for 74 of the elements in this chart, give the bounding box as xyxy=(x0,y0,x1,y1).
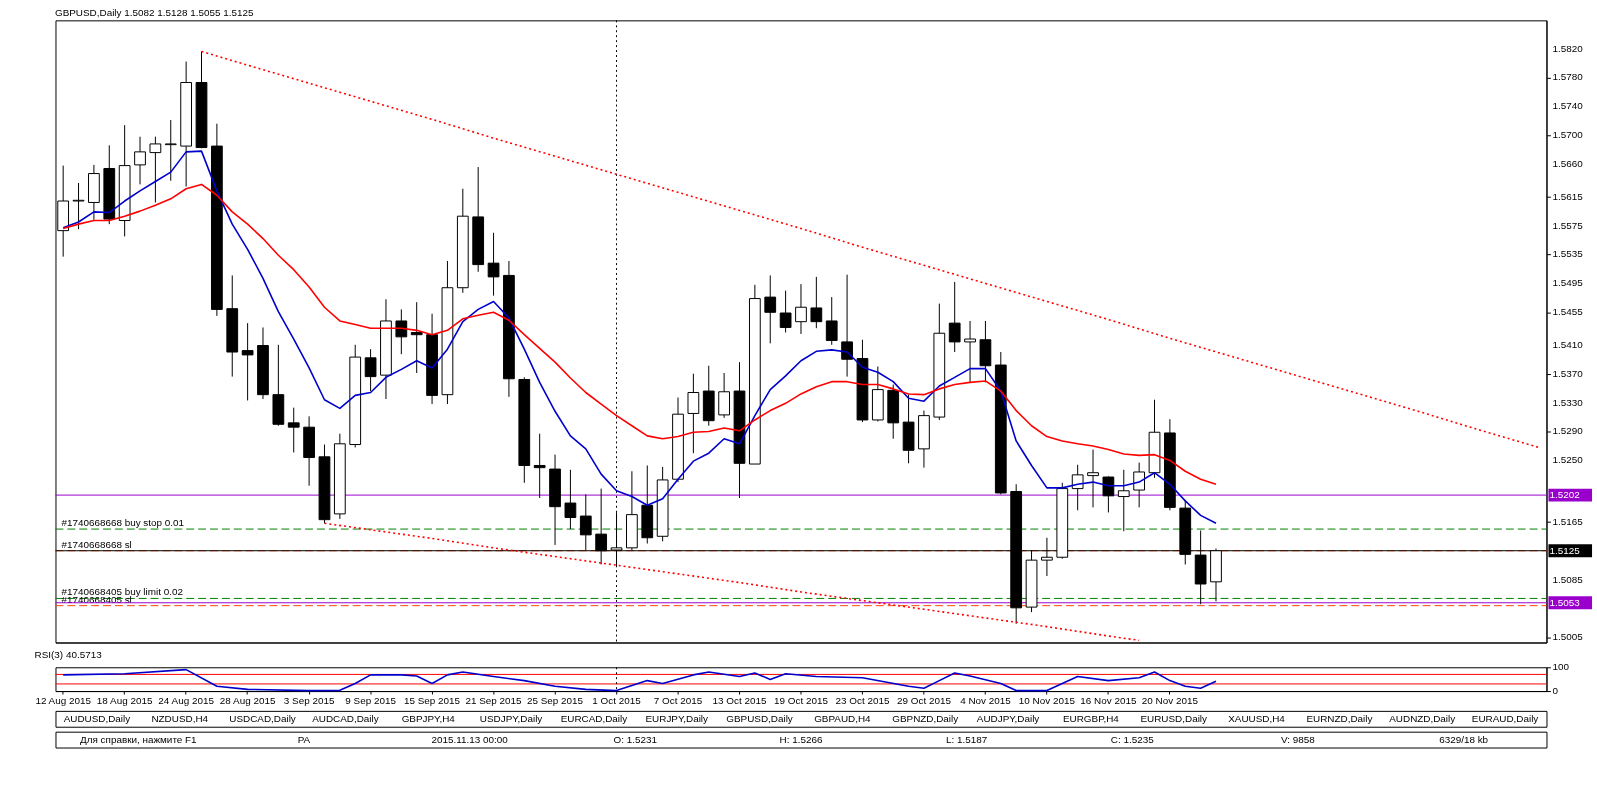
ref-line-label: #1740668668 sl xyxy=(61,538,132,550)
x-tick-label: 18 Aug 2015 xyxy=(96,695,153,707)
text: GBPAUD,H4 xyxy=(814,712,872,724)
x-tick-label: 23 Oct 2015 xyxy=(835,695,890,707)
text: AUDNZD,Daily xyxy=(1389,712,1456,724)
ref-line-label: #1740668668 buy stop 0.01 xyxy=(61,517,185,529)
text: GBPNZD,Daily xyxy=(892,712,959,724)
text: AUDUSD,Daily xyxy=(63,712,131,724)
y-tick-label: 1.5575 xyxy=(1552,219,1584,231)
x-tick-label: 24 Aug 2015 xyxy=(158,695,215,707)
text: O: 1.5231 xyxy=(613,733,658,745)
y-tick-label: 1.5615 xyxy=(1552,190,1584,202)
y-tick-label: 1.5455 xyxy=(1552,306,1584,318)
x-tick-label: 1 Oct 2015 xyxy=(592,695,642,707)
y-tick-label: 1.5495 xyxy=(1552,277,1584,289)
y-tick-label: 100 xyxy=(1552,661,1570,673)
x-tick-label: 10 Nov 2015 xyxy=(1018,695,1076,707)
y-tick-label: 1.5820 xyxy=(1552,42,1584,54)
x-tick-label: 15 Sep 2015 xyxy=(404,695,461,707)
text: EURJPY,Daily xyxy=(645,712,709,724)
y-tick-label: 1.5085 xyxy=(1552,573,1584,585)
ref-line-label: 1.5053 xyxy=(1549,596,1581,608)
text: H: 1.5266 xyxy=(779,733,823,745)
ref-line-label: 1.5125 xyxy=(1549,544,1581,556)
y-tick-label: 1.5290 xyxy=(1552,425,1584,437)
x-tick-label: 3 Sep 2015 xyxy=(283,695,335,707)
text: EURCAD,Daily xyxy=(560,712,628,724)
text: EURAUD,Daily xyxy=(1471,712,1539,724)
text: AUDJPY,Daily xyxy=(976,712,1040,724)
text: C: 1.5235 xyxy=(1110,733,1155,745)
y-tick-label: 1.5535 xyxy=(1552,248,1584,260)
text: L: 1.5187 xyxy=(946,733,988,745)
y-tick-label: 1.5740 xyxy=(1552,100,1584,112)
text: USDJPY,Daily xyxy=(479,712,543,724)
y-tick-label: 0 xyxy=(1552,685,1559,697)
x-tick-label: 16 Nov 2015 xyxy=(1080,695,1137,707)
x-tick-label: 9 Sep 2015 xyxy=(345,695,397,707)
x-tick-label: 7 Oct 2015 xyxy=(653,695,703,707)
y-tick-label: 1.5165 xyxy=(1552,515,1584,527)
ref-line-label: 1.5202 xyxy=(1549,489,1580,501)
text: 2015.11.13 00:00 xyxy=(431,733,509,745)
text: EURUSD,Daily xyxy=(1140,712,1208,724)
text: PA xyxy=(297,733,311,745)
chart-title: RSI(3) 40.5713 xyxy=(34,649,103,661)
text: EURNZD,Daily xyxy=(1306,712,1373,724)
text: GBPUSD,Daily xyxy=(726,712,793,724)
x-tick-label: 28 Aug 2015 xyxy=(219,695,276,707)
x-tick-label: 13 Oct 2015 xyxy=(712,695,767,707)
text: 6329/18 kb xyxy=(1439,733,1489,745)
y-tick-label: 1.5330 xyxy=(1552,396,1584,408)
y-tick-label: 1.5370 xyxy=(1552,367,1584,379)
y-tick-label: 1.5700 xyxy=(1552,129,1584,141)
x-tick-label: 21 Sep 2015 xyxy=(465,695,523,707)
y-tick-label: 1.5660 xyxy=(1552,158,1584,170)
text: AUDCAD,Daily xyxy=(312,712,379,724)
y-tick-label: 1.5250 xyxy=(1552,454,1584,466)
text: V: 9858 xyxy=(1281,733,1316,745)
text: EURGBP,H4 xyxy=(1062,712,1120,724)
text: NZDUSD,H4 xyxy=(151,712,209,724)
x-tick-label: 19 Oct 2015 xyxy=(774,695,829,707)
y-tick-label: 1.5410 xyxy=(1552,338,1584,350)
x-tick-label: 29 Oct 2015 xyxy=(897,695,952,707)
text: GBPJPY,H4 xyxy=(401,712,456,724)
text: USDCAD,Daily xyxy=(229,712,296,724)
chart-title: GBPUSD,Daily 1.5082 1.5128 1.5055 1.5125 xyxy=(54,6,254,18)
text: XAUUSD,H4 xyxy=(1228,712,1286,724)
x-tick-label: 4 Nov 2015 xyxy=(960,695,1012,707)
x-tick-label: 20 Nov 2015 xyxy=(1141,695,1199,707)
text: Для справки, нажмите F1 xyxy=(80,733,198,745)
y-tick-label: 1.5005 xyxy=(1552,631,1584,643)
ref-line-label: #1740668405 buy limit 0.02 xyxy=(61,586,183,598)
y-tick-label: 1.5780 xyxy=(1552,71,1584,83)
x-tick-label: 12 Aug 2015 xyxy=(35,695,92,707)
x-tick-label: 25 Sep 2015 xyxy=(526,695,584,707)
